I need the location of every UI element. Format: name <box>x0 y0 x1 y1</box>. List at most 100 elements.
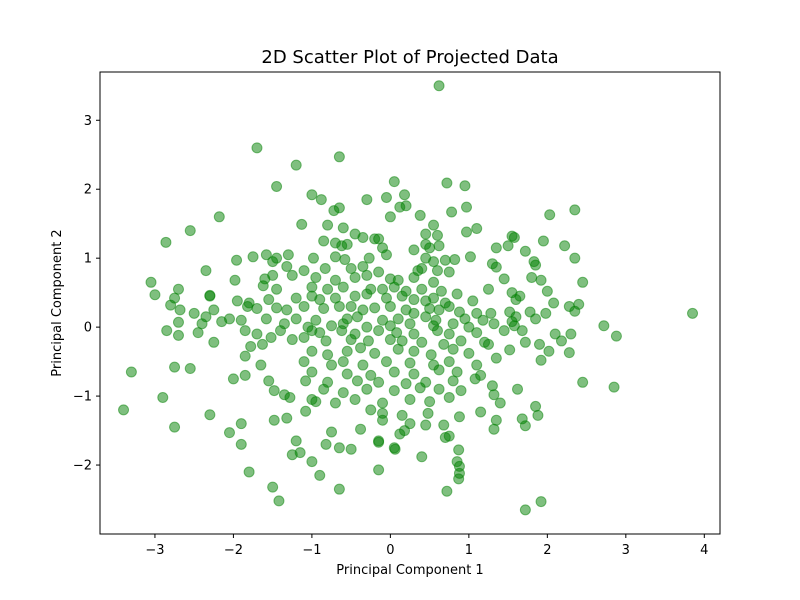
data-point <box>361 269 373 281</box>
data-point <box>310 271 322 283</box>
data-point <box>416 451 428 463</box>
data-point <box>365 369 377 381</box>
data-point <box>477 314 489 326</box>
data-point <box>310 314 322 326</box>
data-point <box>271 302 283 314</box>
data-point <box>548 297 560 309</box>
data-point <box>213 211 225 223</box>
data-point <box>125 366 137 378</box>
data-point <box>396 290 408 302</box>
data-point <box>428 256 440 268</box>
data-point <box>227 373 239 385</box>
data-point <box>373 233 385 245</box>
data-point <box>598 320 610 332</box>
data-point <box>438 419 450 431</box>
data-point <box>490 261 502 273</box>
data-point <box>362 335 374 347</box>
data-point <box>373 436 385 448</box>
x-axis-label: Principal Component 1 <box>336 563 483 578</box>
data-point <box>420 311 432 323</box>
data-point <box>408 244 420 256</box>
data-point <box>160 236 172 248</box>
data-point <box>519 420 531 432</box>
axes-frame <box>99 71 721 535</box>
data-point <box>333 151 345 163</box>
data-point <box>431 265 443 277</box>
data-point <box>268 385 280 397</box>
data-point <box>188 307 200 319</box>
data-point <box>326 426 338 438</box>
data-point <box>337 387 349 399</box>
data-point <box>488 423 500 435</box>
data-point <box>608 381 620 393</box>
x-tick-label: 0 <box>386 543 394 558</box>
data-point <box>174 304 186 316</box>
data-point <box>535 496 547 508</box>
data-point <box>433 364 445 376</box>
data-point <box>282 249 294 261</box>
data-point <box>490 242 502 254</box>
data-point <box>441 485 453 497</box>
data-point <box>559 240 571 252</box>
data-point <box>384 211 396 223</box>
data-point <box>377 283 389 295</box>
data-point <box>541 285 553 297</box>
data-point <box>281 304 293 316</box>
data-point <box>463 347 475 359</box>
data-point <box>498 325 510 337</box>
data-point <box>357 260 369 272</box>
data-point <box>263 294 275 306</box>
data-point <box>400 378 412 390</box>
data-point <box>223 427 235 439</box>
data-point <box>569 252 581 264</box>
data-point <box>251 303 263 315</box>
data-point <box>404 318 416 330</box>
data-point <box>260 249 272 261</box>
y-tick-label: −1 <box>73 390 92 405</box>
data-point <box>357 231 369 243</box>
data-point <box>408 345 420 357</box>
data-point <box>235 314 247 326</box>
data-point <box>540 307 552 319</box>
data-point <box>433 240 445 252</box>
data-point <box>563 347 575 359</box>
data-point <box>486 380 498 392</box>
data-point <box>391 327 403 339</box>
data-point <box>361 383 373 395</box>
data-point <box>298 300 310 312</box>
data-point <box>494 397 506 409</box>
data-point <box>256 338 268 350</box>
data-point <box>336 325 348 337</box>
data-point <box>251 142 263 154</box>
data-point <box>290 435 302 447</box>
data-point <box>286 269 298 281</box>
data-point <box>267 481 279 493</box>
data-point <box>341 345 353 357</box>
data-point <box>231 295 243 307</box>
data-point <box>459 180 471 192</box>
data-point <box>271 283 283 295</box>
data-point <box>204 409 216 421</box>
data-point <box>281 260 293 272</box>
data-point <box>333 300 345 312</box>
data-point <box>365 404 377 416</box>
y-tick-label: 3 <box>84 114 92 129</box>
data-point <box>399 189 411 201</box>
data-point <box>290 159 302 171</box>
data-point <box>273 495 285 507</box>
data-point <box>453 444 465 456</box>
data-point <box>319 263 331 275</box>
data-point <box>451 366 463 378</box>
y-axis-ticks: −2 −1 0 1 2 3 <box>73 114 100 474</box>
data-point <box>369 302 381 314</box>
data-point <box>447 318 459 330</box>
data-point <box>284 391 296 403</box>
data-point <box>443 300 455 312</box>
data-point <box>267 269 279 281</box>
data-point <box>351 375 363 387</box>
data-point <box>488 318 500 330</box>
data-point <box>355 342 367 354</box>
data-point <box>239 369 251 381</box>
y-axis-label: Principal Component 2 <box>50 229 65 376</box>
